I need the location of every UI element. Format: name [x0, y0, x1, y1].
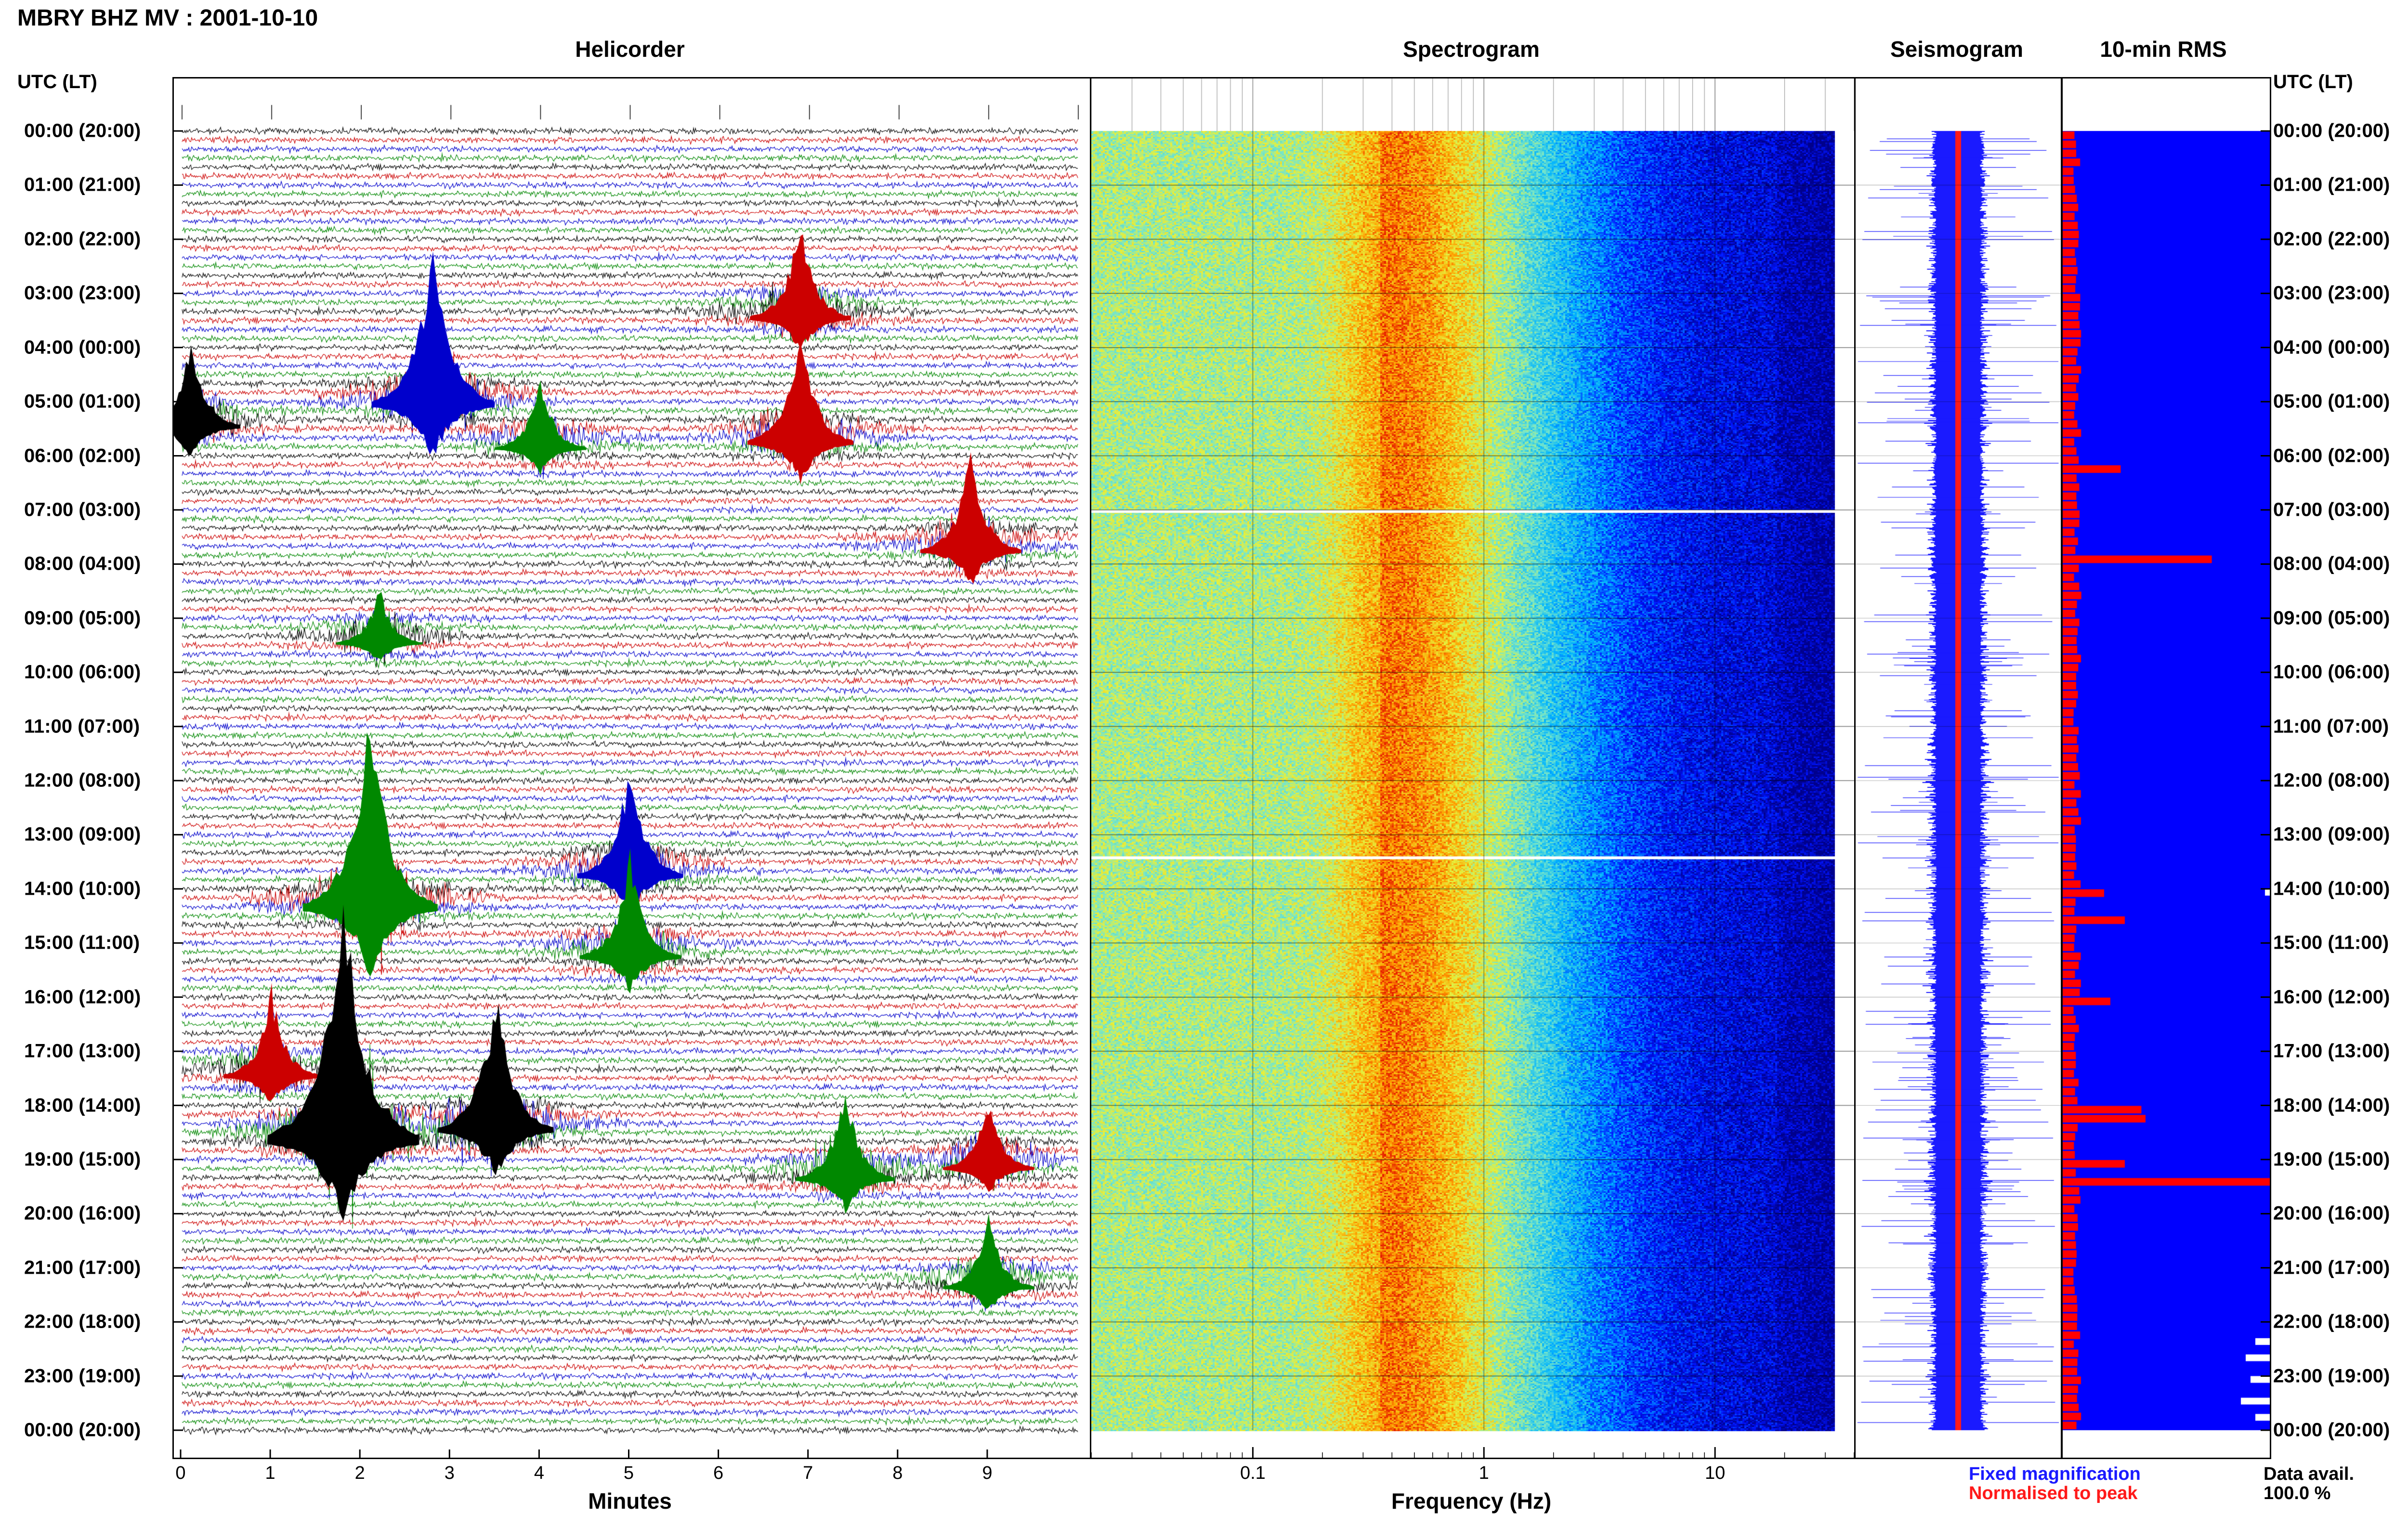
- left-time-label: 09:00 (05:00): [24, 607, 141, 629]
- right-time-label: 09:00 (05:00): [2273, 607, 2390, 629]
- left-time-label: 21:00 (17:00): [24, 1257, 141, 1279]
- left-time-label: 19:00 (15:00): [24, 1149, 141, 1170]
- left-time-label: 00:00 (20:00): [24, 1419, 141, 1441]
- right-time-label: 12:00 (08:00): [2273, 770, 2390, 791]
- right-time-label: 18:00 (14:00): [2273, 1095, 2390, 1116]
- right-time-label: 21:00 (17:00): [2273, 1257, 2390, 1279]
- left-time-label: 08:00 (04:00): [24, 553, 141, 574]
- spectrogram-panel: [1090, 77, 1856, 1459]
- legend-fixed-magnification: Fixed magnification: [1969, 1464, 2141, 1484]
- helicorder-title: Helicorder: [575, 37, 685, 62]
- right-time-label: 14:00 (10:00): [2273, 878, 2390, 900]
- left-time-label: 22:00 (18:00): [24, 1311, 141, 1332]
- right-time-label: 15:00 (11:00): [2273, 932, 2389, 953]
- right-time-label: 00:00 (20:00): [2273, 120, 2390, 142]
- frequency-axis-title: Frequency (Hz): [1391, 1488, 1552, 1514]
- right-time-label: 05:00 (01:00): [2273, 391, 2390, 412]
- data-availability-label: Data avail.: [2264, 1464, 2354, 1484]
- right-utc-label: UTC (LT): [2273, 71, 2353, 92]
- left-time-label: 02:00 (22:00): [24, 228, 141, 250]
- rms-bars: [2063, 78, 2270, 1458]
- minute-tick-label: 5: [623, 1463, 634, 1483]
- left-time-label: 15:00 (11:00): [24, 932, 140, 953]
- right-time-label: 06:00 (02:00): [2273, 445, 2390, 466]
- right-time-label: 02:00 (22:00): [2273, 228, 2390, 250]
- left-utc-label: UTC (LT): [17, 71, 97, 92]
- left-time-label: 17:00 (13:00): [24, 1040, 141, 1062]
- legend-normalised-to-peak: Normalised to peak: [1969, 1483, 2138, 1503]
- minute-tick-label: 6: [713, 1463, 724, 1483]
- left-time-label: 07:00 (03:00): [24, 499, 141, 521]
- spectrogram-title: Spectrogram: [1403, 37, 1540, 62]
- right-time-label: 03:00 (23:00): [2273, 282, 2390, 304]
- helicorder-traces: [174, 78, 1090, 1458]
- left-time-label: 03:00 (23:00): [24, 282, 141, 304]
- left-time-label: 01:00 (21:00): [24, 174, 141, 196]
- left-time-label: 16:00 (12:00): [24, 986, 141, 1008]
- left-time-label: 13:00 (09:00): [24, 823, 141, 845]
- frequency-tick-label: 1: [1479, 1463, 1489, 1483]
- minute-tick-label: 4: [534, 1463, 544, 1483]
- left-time-label: 23:00 (19:00): [24, 1365, 141, 1387]
- right-time-label: 13:00 (09:00): [2273, 823, 2390, 845]
- seismogram-title: Seismogram: [1890, 37, 2024, 62]
- minute-tick-label: 1: [265, 1463, 275, 1483]
- left-time-label: 14:00 (10:00): [24, 878, 141, 900]
- left-time-label: 05:00 (01:00): [24, 391, 141, 412]
- left-time-label: 18:00 (14:00): [24, 1095, 141, 1116]
- right-time-label: 11:00 (07:00): [2273, 716, 2389, 737]
- right-time-label: 07:00 (03:00): [2273, 499, 2390, 521]
- minute-tick-label: 2: [354, 1463, 365, 1483]
- data-availability-value: 100.0 %: [2264, 1483, 2331, 1503]
- left-time-label: 20:00 (16:00): [24, 1202, 141, 1224]
- seismogram-trace: [1856, 78, 2061, 1458]
- main-title: MBRY BHZ MV : 2001-10-10: [17, 5, 318, 31]
- right-time-label: 17:00 (13:00): [2273, 1040, 2390, 1062]
- right-time-label: 08:00 (04:00): [2273, 553, 2390, 574]
- right-time-label: 04:00 (00:00): [2273, 337, 2390, 358]
- rms-title: 10-min RMS: [2100, 37, 2227, 62]
- minute-tick-label: 7: [803, 1463, 813, 1483]
- left-time-label: 10:00 (06:00): [24, 661, 141, 683]
- minute-tick-label: 9: [982, 1463, 993, 1483]
- right-time-label: 23:00 (19:00): [2273, 1365, 2390, 1387]
- seismogram-panel: [1854, 77, 2062, 1459]
- right-time-label: 19:00 (15:00): [2273, 1149, 2390, 1170]
- right-time-label: 20:00 (16:00): [2273, 1202, 2390, 1224]
- right-time-label: 00:00 (20:00): [2273, 1419, 2390, 1441]
- frequency-tick-label: 0.1: [1240, 1463, 1266, 1483]
- minute-tick-label: 3: [444, 1463, 455, 1483]
- frequency-tick-label: 10: [1704, 1463, 1726, 1483]
- spectrogram-image: [1091, 78, 1854, 1458]
- right-time-label: 01:00 (21:00): [2273, 174, 2390, 196]
- right-time-label: 16:00 (12:00): [2273, 986, 2390, 1008]
- left-time-label: 00:00 (20:00): [24, 120, 141, 142]
- left-time-label: 12:00 (08:00): [24, 770, 141, 791]
- minutes-axis-title: Minutes: [588, 1488, 672, 1514]
- left-time-label: 06:00 (02:00): [24, 445, 141, 466]
- minute-tick-label: 8: [892, 1463, 903, 1483]
- right-time-label: 10:00 (06:00): [2273, 661, 2390, 683]
- left-time-label: 04:00 (00:00): [24, 337, 141, 358]
- helicorder-panel: [172, 77, 1091, 1459]
- left-time-label: 11:00 (07:00): [24, 716, 140, 737]
- rms-panel: [2061, 77, 2271, 1459]
- right-time-label: 22:00 (18:00): [2273, 1311, 2390, 1332]
- minute-tick-label: 0: [175, 1463, 186, 1483]
